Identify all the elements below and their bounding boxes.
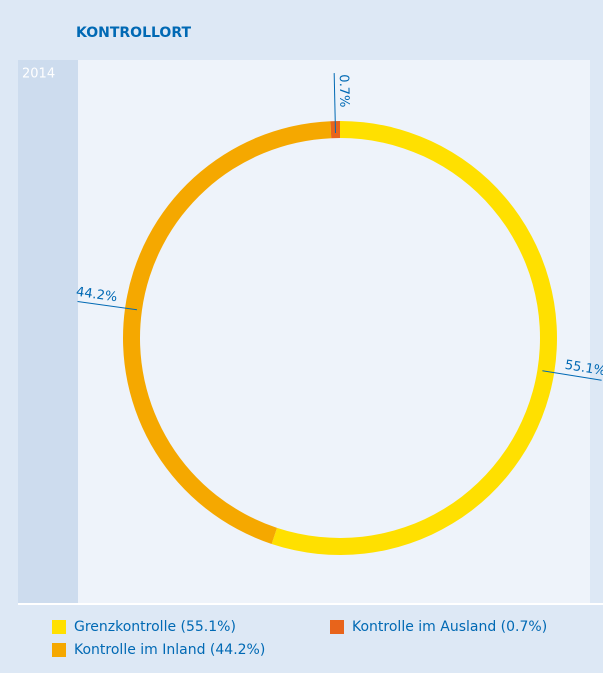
legend-swatch [52,643,66,657]
year-label: 2014 [22,67,55,82]
value-label: 44.2% [75,285,118,306]
leader-line [77,300,138,311]
chart-title: KONTROLLORT [76,25,191,41]
value-label: 55.1% [564,358,603,379]
legend-label: Grenzkontrolle (55.1%) [74,619,236,635]
leader-line [333,73,336,134]
leader-line [542,370,602,381]
plot-area [78,60,590,603]
legend-label: Kontrolle im Ausland (0.7%) [352,619,547,635]
legend-swatch [52,620,66,634]
value-label: 0.7% [336,74,352,107]
legend-label: Kontrolle im Inland (44.2%) [74,642,265,658]
year-column [18,60,78,603]
legend-swatch [330,620,344,634]
